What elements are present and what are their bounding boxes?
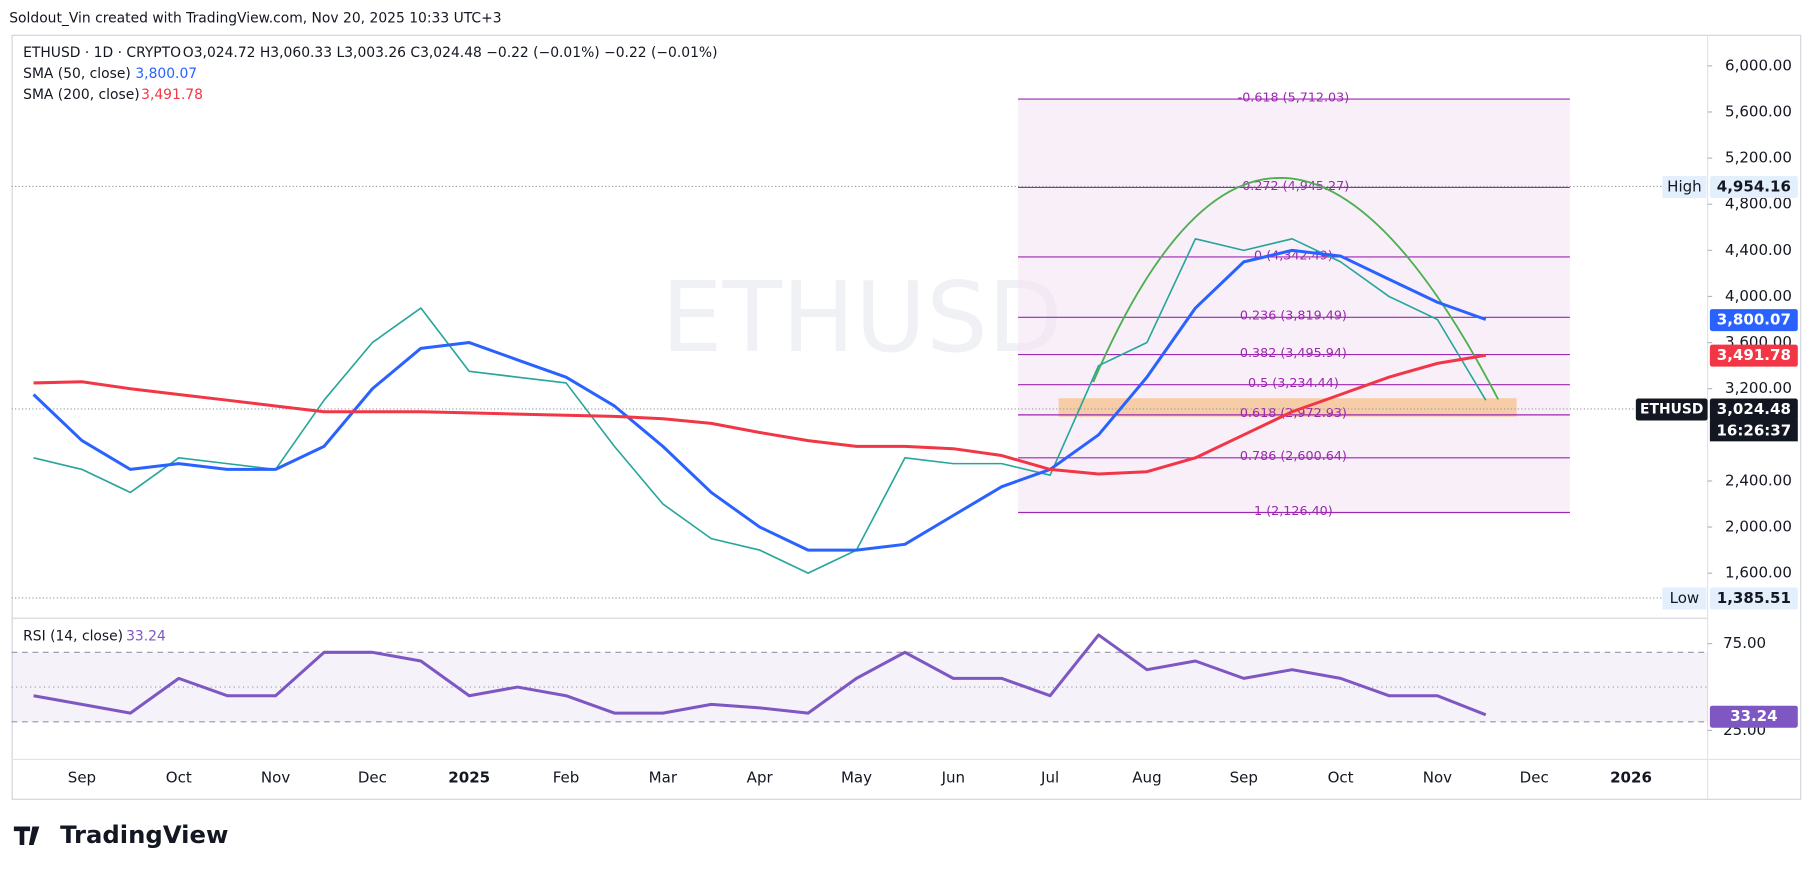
legend-sma50: SMA (50, close)	[23, 66, 131, 82]
y-tick-label: 75.00	[1723, 634, 1766, 652]
x-tick-label: Apr	[747, 768, 774, 786]
low-tag-bg	[1662, 587, 1707, 610]
low-badge: 1,385.51	[1717, 589, 1791, 607]
symbol-badge-bg	[1635, 398, 1708, 421]
x-tick-label: Jun	[941, 768, 965, 786]
y-tick-label: 4,000.00	[1725, 287, 1792, 305]
credit: Soldout_Vin created with TradingView.com…	[9, 11, 501, 27]
fib-area	[1018, 99, 1570, 513]
brand-logo	[13, 826, 40, 846]
high-badge: 4,954.16	[1717, 178, 1791, 196]
legend-sma50-value: 3,800.07	[135, 66, 197, 82]
legend-sma200: SMA (200, close)	[23, 87, 140, 103]
y-tick-label: 5,200.00	[1725, 149, 1792, 167]
series-line	[33, 633, 1487, 717]
frame	[11, 34, 1802, 800]
x-tick-label: Sep	[68, 768, 96, 786]
high-tag-bg	[1662, 176, 1707, 199]
y-tick-label: 4,400.00	[1725, 241, 1792, 259]
fib-label: 0.786 (2,600.64)	[1240, 448, 1347, 463]
legend-symbol: ETHUSD · 1D · CRYPTO	[23, 45, 181, 61]
legend-sma200-value: 3,491.78	[141, 87, 203, 103]
x-tick-label: Oct	[1328, 768, 1354, 786]
legend-ohlc: O3,024.72 H3,060.33 L3,003.26 C3,024.48 …	[183, 45, 718, 61]
y-tick-label: 1,600.00	[1725, 564, 1792, 582]
low-tag: Low	[1670, 589, 1700, 607]
y-tick-label: 3,200.00	[1725, 379, 1792, 397]
fib-label: 0.382 (3,495.94)	[1240, 345, 1347, 360]
brand-name: TradingView	[60, 820, 228, 849]
x-tick-label: Dec	[1520, 768, 1549, 786]
x-tick-label: Feb	[553, 768, 580, 786]
x-tick-label: Oct	[166, 768, 192, 786]
fib-label: 0.236 (3,819.49)	[1240, 308, 1347, 323]
x-tick-label: Dec	[358, 768, 387, 786]
x-tick-label: Jul	[1040, 768, 1059, 786]
x-tick-label: Nov	[261, 768, 290, 786]
zone-highlight	[1058, 398, 1517, 417]
fib-label: 0.5 (3,234.44)	[1248, 375, 1339, 390]
legend-rsi: RSI (14, close)	[23, 629, 123, 645]
y-tick-label: 2,000.00	[1725, 518, 1792, 536]
x-tick-label: Sep	[1230, 768, 1258, 786]
symbol-badge: ETHUSD	[1640, 402, 1703, 418]
rsi-badge-bg	[1709, 705, 1798, 728]
fib-label: 0 (4,342.49)	[1254, 247, 1333, 262]
sma-badge: 3,800.07	[1717, 311, 1791, 329]
rsi-badge: 33.24	[1730, 707, 1778, 725]
series-line	[32, 248, 1487, 552]
y-tick-label: 6,000.00	[1725, 56, 1792, 74]
price-badge: 3,024.48	[1717, 400, 1791, 418]
x-tick-label: Aug	[1132, 768, 1161, 786]
fib-label: -0.272 (4,945.27)	[1238, 178, 1350, 193]
brand: TradingView	[13, 820, 228, 849]
legend-rsi-value: 33.24	[126, 629, 166, 645]
y-tick-label: 4,800.00	[1725, 195, 1792, 213]
countdown: 16:26:37	[1716, 421, 1791, 439]
sma-badge-bg	[1709, 309, 1798, 332]
high-badge-bg	[1709, 176, 1798, 199]
y-tick-label: 2,400.00	[1725, 471, 1792, 489]
x-tick-label: 2026	[1610, 768, 1652, 786]
arc-drawing	[1092, 177, 1499, 400]
x-tick-label: Mar	[649, 768, 678, 786]
fib-label: 1 (2,126.40)	[1254, 503, 1333, 518]
price-badge-bg	[1709, 398, 1798, 421]
x-tick-label: 2025	[448, 768, 490, 786]
x-tick-label: May	[841, 768, 872, 786]
sma-badge: 3,491.78	[1717, 346, 1791, 364]
x-tick-label: Nov	[1423, 768, 1452, 786]
watermark: ETHUSD	[661, 261, 1062, 374]
high-tag: High	[1667, 178, 1702, 196]
countdown-bg	[1709, 419, 1798, 442]
sma-badge-bg	[1709, 344, 1798, 367]
fib-label: -0.618 (5,712.03)	[1238, 89, 1350, 104]
low-badge-bg	[1709, 587, 1798, 610]
series-line	[33, 353, 1487, 476]
y-tick-label: 5,600.00	[1725, 102, 1792, 120]
